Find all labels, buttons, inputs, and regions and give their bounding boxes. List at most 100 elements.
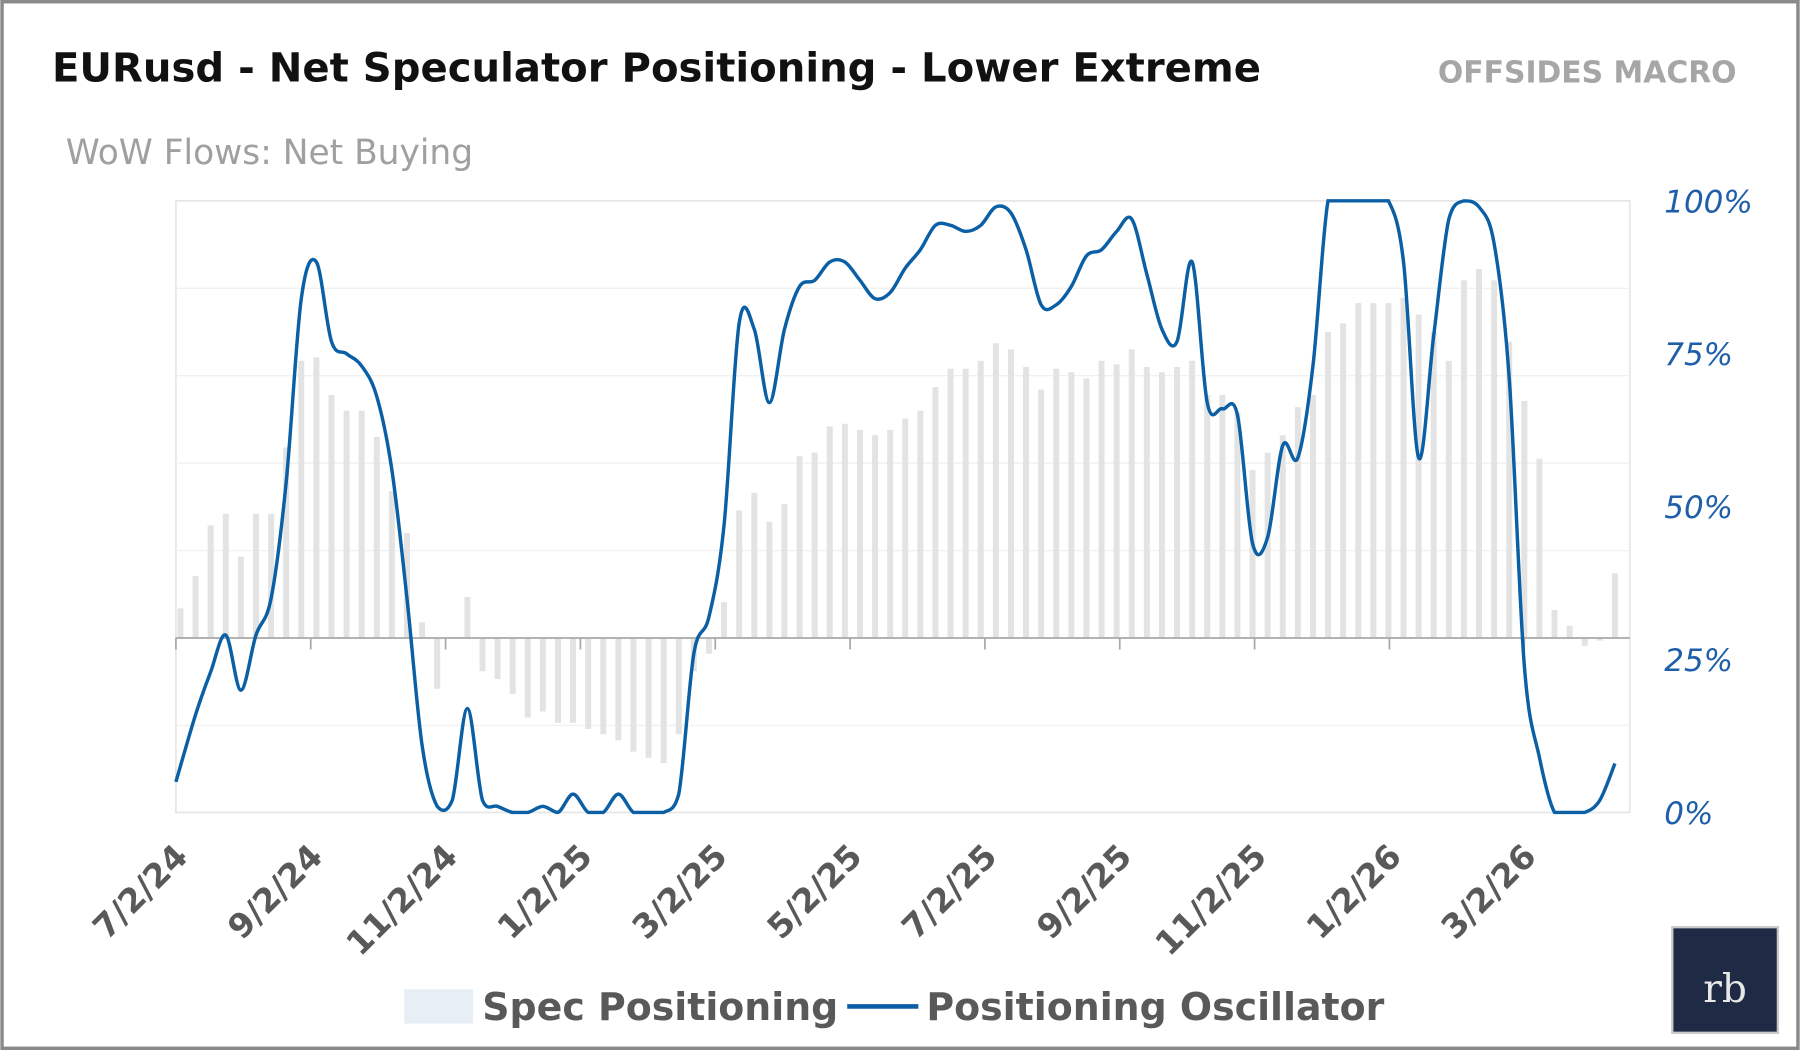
spec-positioning-bar <box>736 510 743 639</box>
spec-positioning-bar <box>1355 303 1362 639</box>
spec-positioning-bar <box>358 410 365 639</box>
spec-positioning-bar <box>1219 394 1226 639</box>
spec-positioning-bar <box>373 436 380 639</box>
spec-positioning-bar <box>494 638 501 680</box>
spec-positioning-bar <box>630 638 637 752</box>
y-tick-label: 75% <box>1664 337 1733 373</box>
spec-positioning-bar <box>1174 366 1181 639</box>
y-tick-label: 100% <box>1664 184 1753 220</box>
spec-positioning-bar <box>766 521 773 639</box>
spec-positioning-bar <box>253 513 259 639</box>
y-tick-label: 0% <box>1664 796 1713 832</box>
spec-positioning-bar <box>1007 349 1014 639</box>
spec-positioning-bar <box>1521 401 1528 639</box>
spec-positioning-bar <box>1491 280 1498 639</box>
spec-positioning-bar <box>1415 314 1422 639</box>
spec-positioning-bar <box>645 638 652 758</box>
spec-positioning-bar <box>977 360 984 639</box>
spec-positioning-bar <box>207 525 214 639</box>
spec-positioning-bar <box>434 638 441 689</box>
spec-positioning-bar <box>1098 360 1105 639</box>
spec-positioning-bar <box>856 429 863 639</box>
spec-positioning-bar <box>313 357 320 639</box>
spec-positioning-bar <box>509 638 516 694</box>
spec-positioning-bar <box>1264 452 1271 639</box>
spec-positioning-bar <box>1596 638 1603 641</box>
spec-positioning-bar <box>1158 372 1165 639</box>
legend-swatch-spec-positioning <box>404 989 474 1024</box>
spec-positioning-bar <box>962 368 969 639</box>
spec-positioning-bar <box>298 360 305 639</box>
spec-positioning-bar <box>539 638 546 712</box>
spec-positioning-bar <box>343 410 350 639</box>
spec-positioning-bar <box>1234 412 1241 639</box>
spec-positioning-bar <box>841 423 848 639</box>
spec-positioning-bar <box>1053 368 1060 639</box>
spec-positioning-bar <box>1400 297 1407 639</box>
spec-positioning-bar <box>222 513 229 639</box>
spec-positioning-bar <box>1143 366 1150 639</box>
spec-positioning-bar <box>1581 638 1588 646</box>
spec-positioning-bar <box>1340 323 1347 639</box>
spec-positioning-bar <box>1551 610 1558 639</box>
spec-positioning-bar <box>1038 389 1045 639</box>
spec-positioning-bar <box>1370 303 1377 639</box>
spec-positioning-bar <box>796 456 803 639</box>
spec-positioning-bar <box>1430 331 1437 639</box>
spec-positioning-bar <box>751 492 758 639</box>
spec-positioning-bar <box>1294 407 1301 639</box>
legend-label-oscillator: Positioning Oscillator <box>926 985 1384 1029</box>
spec-positioning-bar <box>283 447 290 639</box>
legend: Spec Positioning Positioning Oscillator <box>404 985 1385 1029</box>
spec-positioning-bar <box>1566 625 1573 639</box>
spec-positioning-bar <box>1128 349 1135 639</box>
spec-positioning-bar <box>268 513 275 639</box>
spec-positioning-bar <box>237 556 244 639</box>
spec-positioning-bar <box>1189 360 1196 639</box>
spec-positioning-bar <box>570 638 577 723</box>
spec-positioning-bar <box>1325 331 1332 639</box>
spec-positioning-bar <box>615 638 622 741</box>
spec-positioning-bar <box>1249 470 1256 639</box>
spec-positioning-bar <box>1113 364 1120 639</box>
spec-positioning-bar <box>721 602 728 639</box>
y-tick-label: 50% <box>1664 490 1733 526</box>
spec-positioning-bar <box>1445 360 1452 639</box>
spec-positioning-bar <box>600 638 607 735</box>
y-tick-label: 25% <box>1664 643 1733 679</box>
spec-positioning-bar <box>705 638 712 654</box>
chart-title: EURusd - Net Speculator Positioning - Lo… <box>52 45 1261 91</box>
spec-positioning-bar <box>1476 269 1483 639</box>
svg-text:rb: rb <box>1703 967 1747 1012</box>
spec-positioning-bar <box>1068 372 1075 639</box>
spec-positioning-bar <box>192 575 199 639</box>
spec-positioning-bar <box>675 638 682 735</box>
spec-positioning-bar <box>1611 573 1618 639</box>
spec-positioning-bar <box>464 596 471 639</box>
spec-positioning-bar <box>1385 303 1392 639</box>
spec-positioning-bar <box>1083 378 1090 639</box>
spec-positioning-bar <box>1204 394 1211 639</box>
plot-border <box>175 199 1631 814</box>
oscillator-line <box>174 199 1617 815</box>
spec-positioning-bar <box>1506 341 1513 639</box>
brand-label: OFFSIDES MACRO <box>1438 56 1737 91</box>
spec-positioning-bar <box>585 638 592 729</box>
spec-positioning-bar <box>1279 435 1286 639</box>
spec-positioning-bar <box>826 426 833 639</box>
spec-positioning-bar <box>660 638 667 764</box>
spec-positioning-bar <box>811 452 818 639</box>
chart-subtitle: WoW Flows: Net Buying <box>66 133 473 173</box>
spec-positioning-bar <box>947 368 954 639</box>
spec-positioning-bar <box>388 491 395 639</box>
spec-positioning-bar <box>1460 280 1467 639</box>
spec-positioning-bar <box>479 638 486 672</box>
spec-positioning-bar <box>902 418 909 639</box>
spec-positioning-bar <box>887 429 894 639</box>
legend-label-spec-positioning: Spec Positioning <box>482 985 838 1029</box>
spec-positioning-bar <box>328 394 335 639</box>
logo: rb <box>1671 926 1780 1034</box>
spec-positioning-bar <box>932 387 939 639</box>
spec-positioning-bar <box>177 608 184 639</box>
